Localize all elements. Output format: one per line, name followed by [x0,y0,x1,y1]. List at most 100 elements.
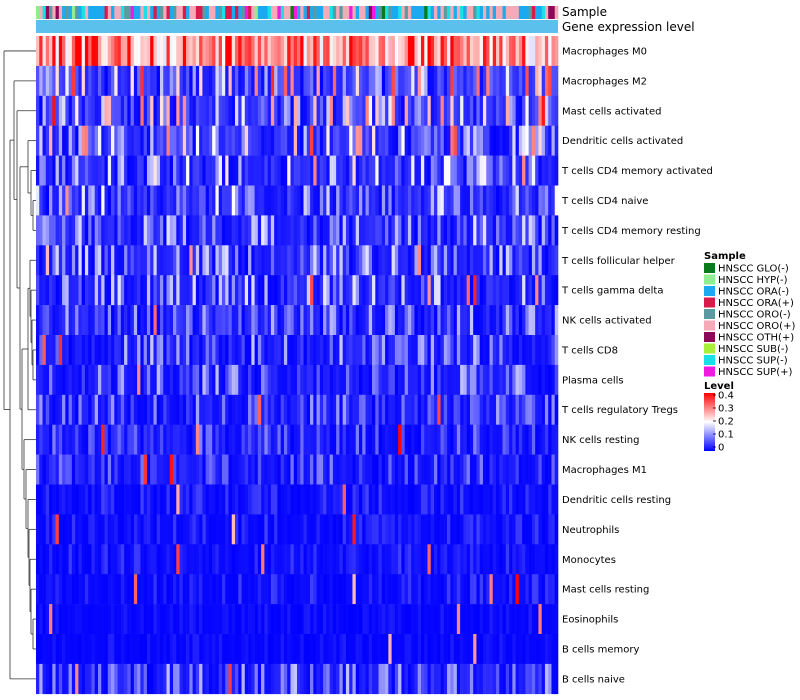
heatmap-cell [404,454,409,485]
heatmap-cell [251,364,255,396]
heatmap-cell [434,514,438,545]
heatmap-cell [261,424,265,455]
heatmap-cell [137,424,141,455]
heatmap-cell [218,65,223,97]
heatmap-cell [538,484,542,515]
heatmap-cell [345,36,350,67]
heatmap-cell [427,514,432,545]
heatmap-cell [492,36,497,67]
heatmap-cell [365,424,370,455]
heatmap-cell [398,663,402,695]
heatmap-cell [496,185,500,216]
heatmap-cell [437,454,441,485]
heatmap-cell [551,544,556,575]
heatmap-cell [133,215,138,246]
heatmap-cell [365,604,370,635]
heatmap-cell [221,125,226,156]
heatmap-cell [411,125,415,156]
heatmap-cell [192,125,197,156]
heatmap-cell [235,574,239,605]
annotation-label-expression: Gene expression level [562,20,695,34]
heatmap-cell [427,364,432,396]
heatmap-cell [104,335,109,366]
heatmap-cell [531,215,536,246]
heatmap-cell [398,185,402,216]
heatmap-cell [117,424,122,455]
heatmap-cell [212,544,216,575]
heatmap-cell [94,215,99,246]
heatmap-cell [176,663,180,695]
heatmap-cell [150,364,154,396]
heatmap-cell [381,544,386,575]
heatmap-cell [434,95,438,126]
heatmap-cell [231,424,236,455]
heatmap-cell [68,65,73,97]
heatmap-cell [133,514,138,545]
heatmap-cell [489,275,494,306]
heatmap-cell [104,484,109,515]
heatmap-cell [554,335,559,366]
heatmap-cell [283,394,288,425]
sample-cell [372,6,376,19]
heatmap-cell [264,663,268,695]
heatmap-cell [336,663,340,695]
heatmap-cell [535,275,539,306]
sample-cell [522,6,526,19]
heatmap-cell [127,155,131,186]
heatmap-cell [417,663,422,695]
heatmap-cell [345,394,350,425]
heatmap-cell [221,65,226,97]
heatmap-cell [515,484,520,515]
heatmap-cell [378,245,383,276]
heatmap-cell [489,245,494,276]
heatmap-cell [107,364,112,396]
heatmap-cell [463,634,467,665]
heatmap-row [36,364,559,396]
heatmap-cell [336,155,340,186]
heatmap-cell [522,364,526,396]
heatmap-cell [264,574,268,605]
heatmap-cell [414,155,419,186]
heatmap-cell [195,663,200,695]
sample-cell [496,6,500,19]
heatmap-cell [414,394,419,425]
heatmap-cell [287,36,291,67]
heatmap-cell [88,634,92,665]
heatmap-cell [231,634,236,665]
heatmap-cell [339,245,343,276]
heatmap-cell [492,275,497,306]
heatmap-cell [228,454,233,485]
heatmap-cell [159,364,164,396]
heatmap-cell [169,634,174,665]
heatmap-cell [430,424,435,455]
heatmap-cell [68,305,73,336]
heatmap-cell [212,574,216,605]
sample-cell [150,6,154,19]
heatmap-cell [104,544,109,575]
heatmap-cell [55,394,60,425]
heatmap-cell [101,155,105,186]
heatmap-cell [531,544,536,575]
heatmap-cell [159,514,164,545]
heatmap-cell [509,514,513,545]
heatmap-cell [58,424,63,455]
heatmap-cell [336,634,340,665]
heatmap-cell [381,604,386,635]
heatmap-cell [427,604,432,635]
heatmap-cell [199,484,203,515]
heatmap-cell [107,663,112,695]
heatmap-cell [228,364,233,396]
heatmap-cell [447,574,451,605]
heatmap-cell [522,305,526,336]
heatmap-cell [81,245,86,276]
heatmap-cell [391,36,396,67]
heatmap-cell [466,65,471,97]
heatmap-cell [176,185,180,216]
heatmap-cell [362,454,366,485]
heatmap-cell [460,663,464,695]
heatmap-cell [342,424,347,455]
heatmap-cell [460,36,464,67]
heatmap-cell [231,185,236,216]
heatmap-cell [104,514,109,545]
heatmap-cell [290,215,295,246]
